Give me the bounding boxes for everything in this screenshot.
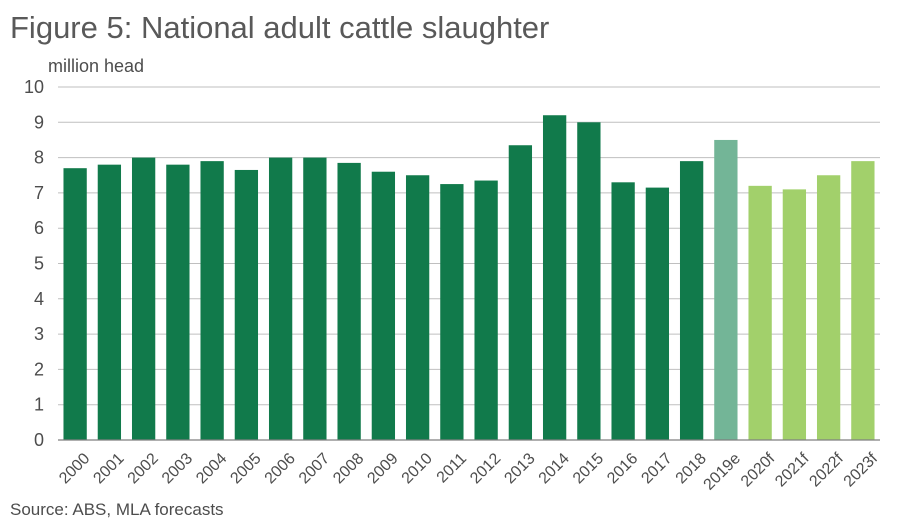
bar-2006: [268, 157, 293, 440]
y-tick-label: 5: [34, 254, 44, 274]
bar-2009: [371, 171, 396, 440]
y-tick-label: 9: [34, 112, 44, 132]
bar-2016: [611, 182, 635, 440]
x-tick-label-2009: 2009: [364, 450, 401, 487]
bar-2020f: [748, 185, 772, 440]
bar-2019e: [714, 139, 738, 440]
y-tick-label: 10: [24, 77, 44, 97]
bar-2021f: [782, 189, 807, 440]
bar-2001: [97, 164, 122, 440]
x-tick-label-2005: 2005: [227, 450, 264, 487]
x-tick-label-2017: 2017: [638, 450, 675, 487]
bar-2011: [440, 184, 464, 440]
y-axis-label: million head: [48, 56, 145, 76]
x-tick-label-2007: 2007: [296, 450, 333, 487]
x-tick-label-2001: 2001: [90, 450, 127, 487]
x-tick-label-2014: 2014: [536, 450, 573, 487]
x-tick-label-2023f: 2023f: [841, 450, 882, 491]
x-tick-label-2021f: 2021f: [772, 450, 813, 491]
x-tick-label-2003: 2003: [159, 450, 196, 487]
bar-2014: [542, 115, 567, 441]
y-tick-label: 0: [34, 430, 44, 450]
bars: [63, 115, 875, 441]
bar-2023f: [851, 161, 875, 440]
x-tick-label-2022f: 2022f: [806, 450, 847, 491]
x-tick-label-2019e: 2019e: [701, 450, 745, 494]
gridlines: [58, 86, 880, 406]
y-tick-label: 6: [34, 218, 44, 238]
bar-2007: [303, 157, 327, 440]
bar-2017: [645, 187, 670, 440]
x-tick-label-2011: 2011: [434, 450, 470, 486]
bar-2002: [131, 157, 156, 440]
y-tick-labels: 0 1 2 3 4 5 6 7 8 9 10: [24, 77, 44, 450]
x-tick-labels: 2000200120022003200420052006200720082009…: [56, 450, 881, 494]
x-tick-label-2016: 2016: [604, 450, 641, 487]
bar-2005: [234, 169, 259, 440]
bar-2000: [63, 168, 87, 440]
y-tick-label: 1: [34, 395, 44, 415]
x-tick-label-2006: 2006: [262, 450, 299, 487]
x-tick-label-2000: 2000: [56, 450, 93, 487]
bar-2013: [508, 145, 533, 440]
y-tick-label: 7: [34, 183, 44, 203]
bar-2015: [577, 122, 601, 441]
source-note: Source: ABS, MLA forecasts: [10, 500, 224, 519]
x-tick-label-2002: 2002: [125, 450, 162, 487]
bar-2008: [337, 162, 361, 440]
bar-2010: [405, 175, 430, 440]
x-tick-label-2020f: 2020f: [738, 450, 779, 491]
x-tick-label-2004: 2004: [193, 450, 230, 487]
bar-2022f: [816, 175, 841, 440]
x-tick-label-2008: 2008: [330, 450, 367, 487]
bar-2003: [166, 164, 190, 440]
bar-2012: [474, 180, 498, 441]
y-tick-label: 2: [34, 359, 44, 379]
x-tick-label-2010: 2010: [399, 450, 436, 487]
bar-2004: [200, 161, 224, 440]
chart-title: Figure 5: National adult cattle slaughte…: [10, 10, 550, 45]
y-tick-label: 8: [34, 148, 44, 168]
x-tick-label-2013: 2013: [501, 450, 538, 487]
y-tick-label: 4: [34, 289, 44, 309]
x-tick-label-2015: 2015: [570, 450, 607, 487]
y-tick-label: 3: [34, 324, 44, 344]
bar-2018: [679, 161, 704, 440]
x-tick-label-2012: 2012: [467, 450, 504, 487]
